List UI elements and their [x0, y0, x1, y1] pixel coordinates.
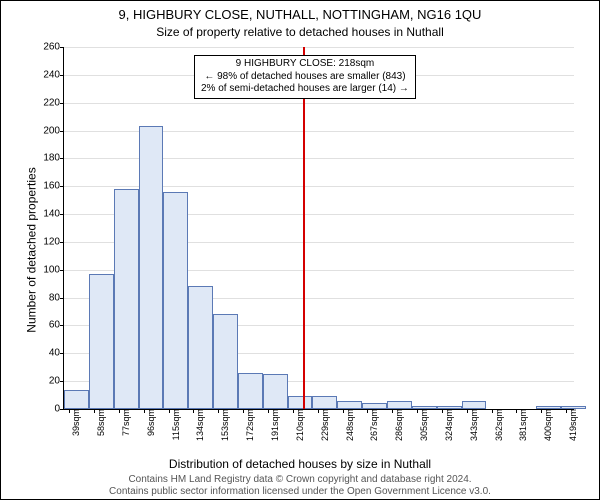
xtick-label: 77sqm — [119, 409, 131, 436]
x-axis-label: Distribution of detached houses by size … — [1, 457, 599, 471]
histogram-bar — [288, 396, 313, 409]
ytick-label: 60 — [49, 320, 64, 331]
histogram-chart: 020406080100120140160180200220240260 9 H… — [63, 47, 574, 410]
reference-line — [303, 47, 305, 409]
ytick-label: 20 — [49, 376, 64, 387]
ytick-label: 200 — [43, 125, 64, 136]
page-subtitle: Size of property relative to detached ho… — [1, 25, 599, 39]
xtick-label: 229sqm — [318, 409, 330, 441]
histogram-bar — [89, 274, 114, 409]
xtick-label: 248sqm — [343, 409, 355, 441]
histogram-bar — [139, 126, 164, 409]
y-axis-label: Number of detached properties — [25, 167, 39, 332]
xtick-label: 134sqm — [193, 409, 205, 441]
ytick-label: 140 — [43, 209, 64, 220]
histogram-bar — [312, 396, 337, 409]
ytick-label: 240 — [43, 69, 64, 80]
histogram-bar — [462, 401, 487, 409]
xtick-label: 343sqm — [467, 409, 479, 441]
xtick-label: 400sqm — [541, 409, 553, 441]
ytick-label: 120 — [43, 236, 64, 247]
footer-attribution: Contains HM Land Registry data © Crown c… — [1, 474, 599, 497]
figure-frame: 9, HIGHBURY CLOSE, NUTHALL, NOTTINGHAM, … — [0, 0, 600, 500]
histogram-bar — [64, 390, 89, 409]
ytick-label: 80 — [49, 292, 64, 303]
histogram-bar — [263, 374, 288, 409]
ytick-label: 260 — [43, 42, 64, 53]
footer-line-1: Contains HM Land Registry data © Crown c… — [1, 474, 599, 486]
xtick-label: 381sqm — [516, 409, 528, 441]
annot-line-2: ← 98% of detached houses are smaller (84… — [201, 71, 409, 84]
annot-line-3: 2% of semi-detached houses are larger (1… — [201, 83, 409, 96]
xtick-label: 191sqm — [268, 409, 280, 441]
xtick-label: 172sqm — [243, 409, 255, 441]
xtick-label: 96sqm — [144, 409, 156, 436]
ytick-label: 100 — [43, 264, 64, 275]
annot-line-1: 9 HIGHBURY CLOSE: 218sqm — [201, 58, 409, 71]
histogram-bar — [114, 189, 139, 409]
xtick-label: 267sqm — [367, 409, 379, 441]
histogram-bar — [337, 401, 362, 409]
ytick-label: 180 — [43, 153, 64, 164]
ytick-label: 160 — [43, 181, 64, 192]
ytick-label: 40 — [49, 348, 64, 359]
histogram-bar — [213, 314, 238, 409]
reference-annotation: 9 HIGHBURY CLOSE: 218sqm ← 98% of detach… — [194, 55, 416, 99]
xtick-label: 39sqm — [69, 409, 81, 436]
footer-line-2: Contains public sector information licen… — [1, 486, 599, 498]
ytick-label: 0 — [54, 404, 64, 415]
xtick-label: 115sqm — [169, 409, 181, 440]
xtick-label: 362sqm — [492, 409, 504, 441]
page-title: 9, HIGHBURY CLOSE, NUTHALL, NOTTINGHAM, … — [1, 7, 599, 22]
histogram-bar — [238, 373, 263, 409]
ytick-label: 220 — [43, 97, 64, 108]
histogram-bar — [163, 192, 188, 409]
y-axis-label-wrap: Number of detached properties — [15, 1, 27, 499]
gridline-h — [64, 103, 574, 104]
xtick-label: 210sqm — [293, 409, 305, 441]
gridline-h — [64, 47, 574, 48]
xtick-label: 58sqm — [94, 409, 106, 436]
histogram-bar — [387, 401, 412, 409]
xtick-label: 153sqm — [218, 409, 230, 441]
xtick-label: 305sqm — [417, 409, 429, 441]
xtick-label: 324sqm — [442, 409, 454, 441]
xtick-label: 286sqm — [392, 409, 404, 441]
histogram-bar — [188, 286, 213, 409]
xtick-label: 419sqm — [566, 409, 578, 441]
